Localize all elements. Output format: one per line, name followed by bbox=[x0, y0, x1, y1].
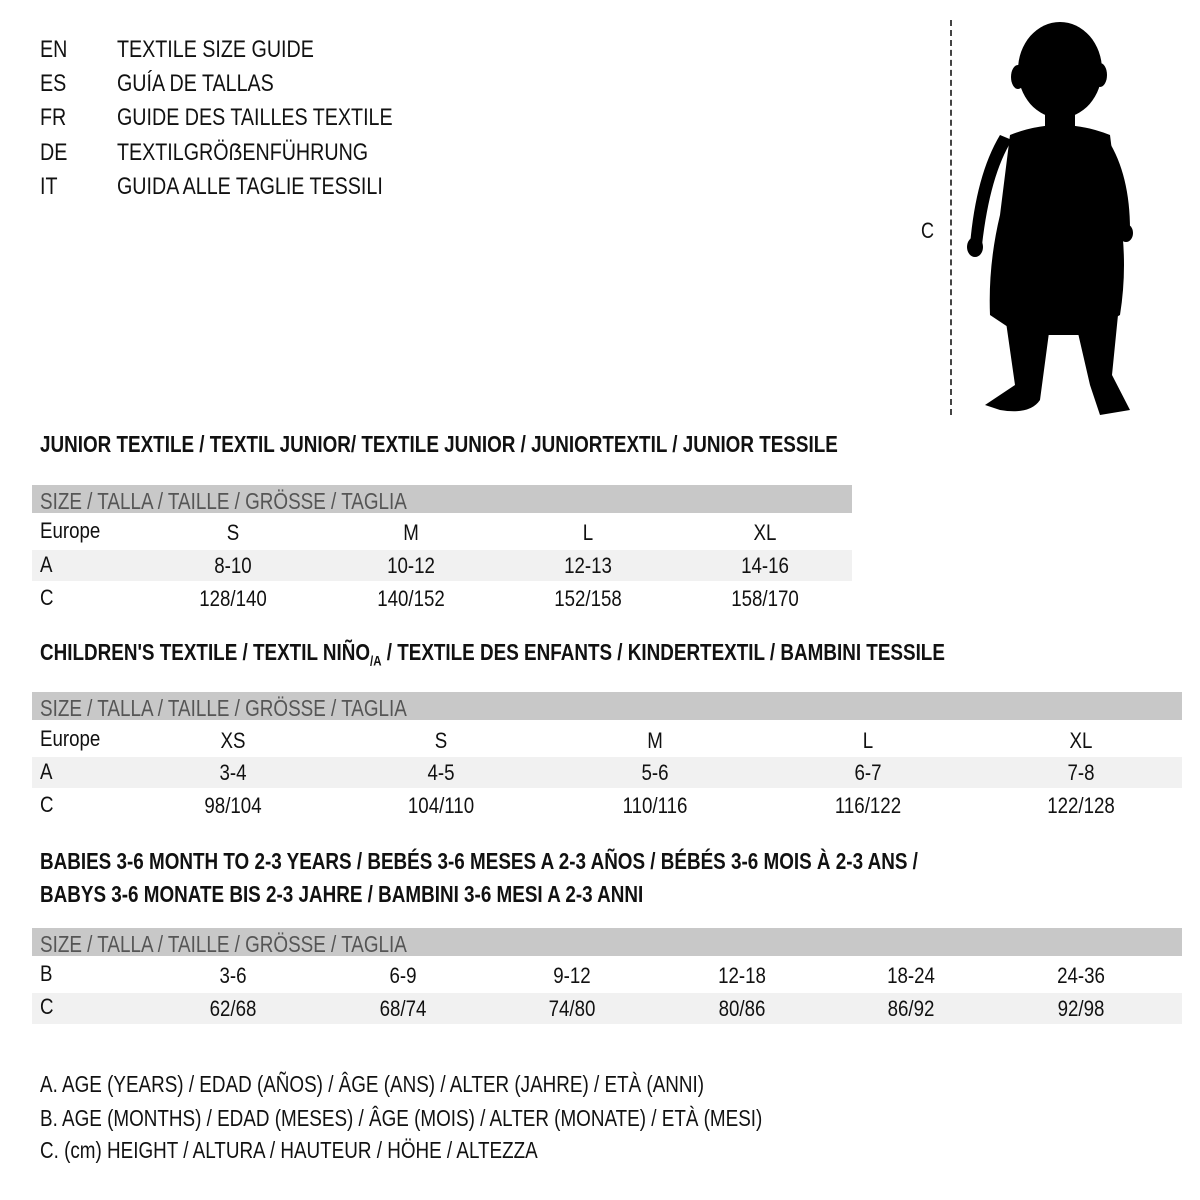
children-size-header: SIZE / TALLA / TAILLE / GRÖSSE / TAGLIA bbox=[32, 692, 1182, 721]
row-label: A bbox=[40, 759, 53, 784]
lang-code-es: ES bbox=[40, 70, 67, 97]
babies-section-title-line1: BABIES 3-6 MONTH TO 2-3 YEARS / BEBÉS 3-… bbox=[40, 848, 918, 874]
table-cell: 7-8 bbox=[1067, 760, 1095, 785]
table-cell: 128/140 bbox=[199, 586, 267, 611]
table-cell: 140/152 bbox=[377, 586, 445, 611]
table-cell: 14-16 bbox=[741, 553, 789, 578]
row-label: B bbox=[40, 961, 53, 986]
row-label: Europe bbox=[40, 518, 101, 543]
height-measure-label: C bbox=[921, 218, 935, 243]
title-part: CHILDREN'S TEXTILE / TEXTIL NIÑO bbox=[40, 639, 371, 665]
table-cell: 86/92 bbox=[887, 996, 935, 1021]
row-label: Europe bbox=[40, 726, 101, 751]
junior-section-title: JUNIOR TEXTILE / TEXTIL JUNIOR/ TEXTILE … bbox=[40, 431, 838, 457]
table-cell: 3-6 bbox=[219, 963, 247, 988]
legend-a: A. AGE (YEARS) / EDAD (AÑOS) / ÂGE (ANS)… bbox=[40, 1071, 705, 1097]
table-cell: 10-12 bbox=[387, 553, 435, 578]
row-label: C bbox=[40, 585, 54, 610]
table-cell: S bbox=[226, 520, 240, 545]
table-cell: S bbox=[434, 728, 448, 753]
lang-code-fr: FR bbox=[40, 104, 67, 131]
table-cell: 122/128 bbox=[1047, 793, 1115, 818]
junior-size-header: SIZE / TALLA / TAILLE / GRÖSSE / TAGLIA bbox=[32, 485, 852, 514]
table-cell: M bbox=[647, 728, 663, 753]
title-part: / TEXTILE DES ENFANTS / KINDERTEXTIL / B… bbox=[381, 639, 945, 665]
table-cell: 98/104 bbox=[204, 793, 262, 818]
babies-size-header: SIZE / TALLA / TAILLE / GRÖSSE / TAGLIA bbox=[32, 928, 1182, 957]
row-shade bbox=[32, 757, 1182, 788]
child-silhouette-icon bbox=[967, 22, 1133, 415]
table-cell: 104/110 bbox=[407, 793, 475, 818]
children-section-title: CHILDREN'S TEXTILE / TEXTIL NIÑO/A / TEX… bbox=[40, 641, 945, 668]
height-measure-line bbox=[950, 20, 952, 415]
table-cell: 6-7 bbox=[854, 760, 882, 785]
lang-code-it: IT bbox=[40, 173, 58, 200]
table-cell: XS bbox=[220, 728, 246, 753]
size-header-text: SIZE / TALLA / TAILLE / GRÖSSE / TAGLIA bbox=[40, 488, 407, 514]
legend-c: C. (cm) HEIGHT / ALTURA / HAUTEUR / HÖHE… bbox=[40, 1137, 538, 1163]
babies-section-title-line2: BABYS 3-6 MONATE BIS 2-3 JAHRE / BAMBINI… bbox=[40, 881, 644, 907]
table-cell: 62/68 bbox=[209, 996, 257, 1021]
table-cell: 158/170 bbox=[731, 586, 799, 611]
title-en: TEXTILE SIZE GUIDE bbox=[117, 36, 314, 63]
table-cell: L bbox=[862, 728, 874, 753]
title-it: GUIDA ALLE TAGLIE TESSILI bbox=[117, 173, 383, 200]
title-de: TEXTILGRÖẞENFÜHRUNG bbox=[117, 139, 369, 166]
row-shade bbox=[32, 550, 852, 581]
row-label: C bbox=[40, 994, 54, 1019]
table-cell: 5-6 bbox=[641, 760, 669, 785]
table-cell: 3-4 bbox=[219, 760, 247, 785]
legend-b: B. AGE (MONTHS) / EDAD (MESES) / ÂGE (MO… bbox=[40, 1105, 763, 1131]
table-cell: 80/86 bbox=[718, 996, 766, 1021]
title-subscript: /A bbox=[370, 652, 382, 669]
table-cell: L bbox=[582, 520, 594, 545]
table-cell: 116/122 bbox=[834, 793, 902, 818]
table-cell: 24-36 bbox=[1057, 963, 1105, 988]
lang-code-en: EN bbox=[40, 36, 68, 63]
table-cell: 68/74 bbox=[379, 996, 427, 1021]
size-header-text: SIZE / TALLA / TAILLE / GRÖSSE / TAGLIA bbox=[40, 931, 407, 957]
table-cell: XL bbox=[753, 520, 777, 545]
size-header-text: SIZE / TALLA / TAILLE / GRÖSSE / TAGLIA bbox=[40, 695, 407, 721]
row-label: A bbox=[40, 552, 53, 577]
table-cell: 152/158 bbox=[554, 586, 622, 611]
lang-code-de: DE bbox=[40, 139, 68, 166]
table-cell: 110/116 bbox=[622, 793, 688, 818]
row-shade bbox=[32, 993, 1182, 1024]
table-cell: 9-12 bbox=[553, 963, 591, 988]
table-cell: 12-18 bbox=[718, 963, 766, 988]
table-cell: M bbox=[403, 520, 419, 545]
title-fr: GUIDE DES TAILLES TEXTILE bbox=[117, 104, 393, 131]
table-cell: 18-24 bbox=[887, 963, 935, 988]
table-cell: 74/80 bbox=[548, 996, 596, 1021]
table-cell: 92/98 bbox=[1057, 996, 1105, 1021]
table-cell: 8-10 bbox=[214, 553, 252, 578]
row-label: C bbox=[40, 792, 54, 817]
table-cell: XL bbox=[1069, 728, 1093, 753]
table-cell: 4-5 bbox=[427, 760, 455, 785]
title-es: GUÍA DE TALLAS bbox=[117, 70, 274, 97]
table-cell: 6-9 bbox=[389, 963, 417, 988]
table-cell: 12-13 bbox=[564, 553, 612, 578]
